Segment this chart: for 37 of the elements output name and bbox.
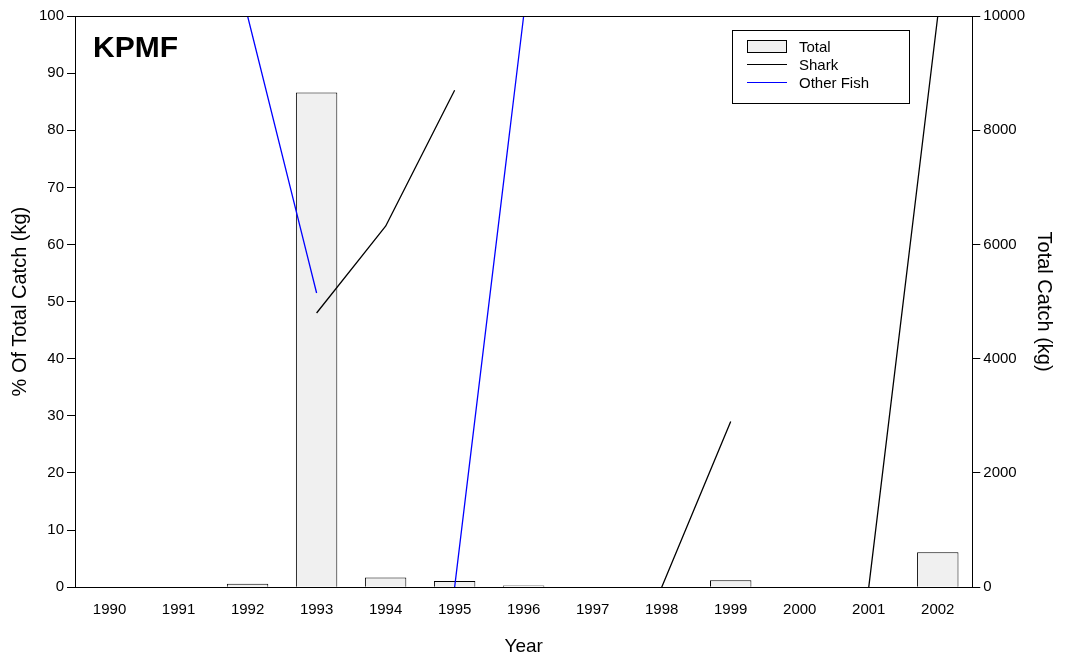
x-tick-label: 1999	[714, 600, 748, 618]
x-tick-label: 2002	[921, 600, 955, 618]
x-tick-label: 1993	[299, 600, 334, 618]
x-tick-label: 2001	[852, 600, 886, 618]
y-tick-label: 20	[47, 463, 65, 481]
y-tick-label: 50	[47, 291, 65, 309]
y2-tick-label: 4000	[983, 348, 1017, 366]
x-tick-label: 1990	[92, 600, 127, 618]
y-axis-title: % Of Total Catch (kg)	[7, 206, 30, 397]
x-tick-label: 1996	[506, 600, 541, 618]
y2-tick-label: 8000	[983, 120, 1017, 138]
y2-tick-label: 6000	[983, 234, 1017, 252]
y-tick-label: 70	[47, 177, 65, 195]
y-tick-label: 0	[55, 577, 65, 595]
x-tick-label: 1998	[645, 600, 679, 618]
y2-tick-label: 2000	[983, 463, 1017, 481]
y-tick-label: 10	[47, 520, 65, 538]
y-tick-label: 100	[39, 6, 65, 24]
x-tick-label: 1997	[575, 600, 610, 618]
x-tick-label: 1995	[437, 600, 472, 618]
y2-axis-title: Total Catch (kg)	[1034, 231, 1057, 372]
x-axis-title: Year	[504, 634, 544, 656]
text: KPMF	[93, 30, 179, 64]
y-tick-label: 60	[47, 234, 65, 252]
x-tick-label: 1992	[230, 600, 265, 618]
x-tick-label: 1991	[161, 600, 196, 618]
legend-label: Total	[798, 37, 831, 55]
x-tick-label: 2000	[783, 600, 817, 618]
y2-tick-label: 0	[983, 577, 992, 595]
y2-tick-label: 10000	[983, 6, 1026, 24]
legend-label: Other Fish	[798, 73, 869, 91]
y-tick-label: 40	[47, 348, 65, 366]
x-tick-label: 1994	[368, 600, 403, 618]
y-tick-label: 80	[47, 120, 65, 138]
y-tick-label: 90	[47, 63, 65, 81]
legend-label: Shark	[798, 55, 839, 73]
y-tick-label: 30	[47, 405, 65, 423]
